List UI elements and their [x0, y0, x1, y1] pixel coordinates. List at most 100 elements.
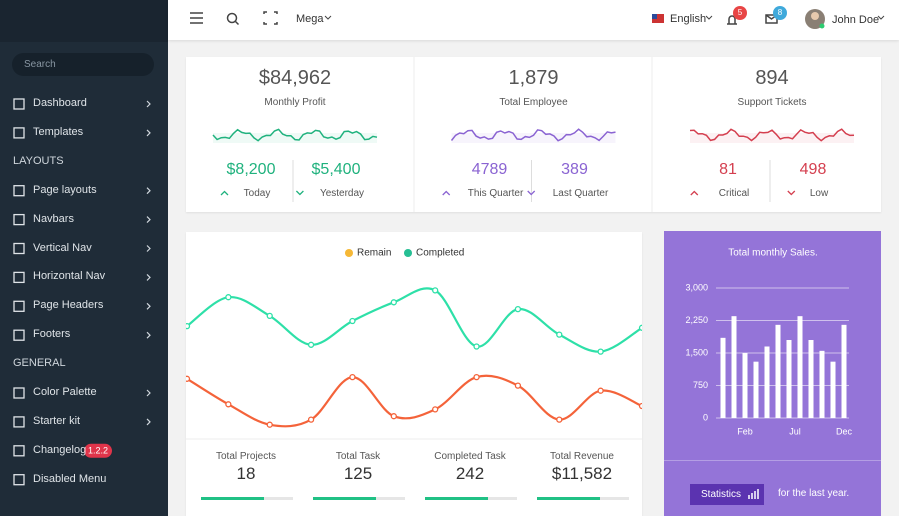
menu-item[interactable]: Starter kit	[33, 414, 81, 427]
notification-count: 5	[737, 8, 743, 17]
sub-label: Today	[243, 188, 271, 199]
bar	[808, 340, 814, 418]
total-value: $11,582	[551, 464, 613, 483]
sub-value: 4789	[471, 161, 508, 178]
sub-label: Low	[809, 188, 829, 199]
menu-icon	[13, 127, 25, 139]
menu-item[interactable]: Page Headers	[33, 299, 104, 312]
menu-item[interactable]: Disabled Menu	[33, 472, 107, 485]
data-point	[307, 341, 315, 348]
stat-label: Total Employee	[499, 97, 568, 108]
stats-icon	[748, 489, 759, 499]
x-tick-label: Dec	[836, 426, 853, 436]
language[interactable]: English	[670, 13, 707, 25]
stats-card: $84,962 Monthly Profit $8,200 Today $5,400 Ye…	[186, 57, 881, 212]
y-tick-label: 750	[693, 380, 708, 390]
chevron	[146, 331, 151, 339]
search-box[interactable]: Search	[12, 53, 154, 76]
data-point	[556, 416, 563, 423]
stat-label: Monthly Profit	[264, 97, 326, 108]
menu-item[interactable]: Color Palette	[33, 386, 97, 398]
data-point	[349, 317, 356, 325]
data-point	[390, 413, 397, 420]
menu-item[interactable]: Footers	[33, 328, 71, 341]
menu-icon	[13, 185, 25, 197]
menu-item[interactable]: Templates	[33, 125, 84, 138]
bar	[797, 316, 803, 418]
progress-fill	[313, 497, 376, 500]
menu-heading: GENERAL	[13, 357, 66, 370]
user-name[interactable]: John Doe	[832, 14, 880, 26]
topbar-icons	[190, 6, 885, 29]
total-label: Completed Task	[434, 451, 506, 462]
fullscreen-icon[interactable]	[263, 11, 278, 25]
menu-icon	[13, 300, 25, 312]
data-point	[225, 401, 232, 408]
bar	[830, 361, 836, 418]
y-tick-label: 0	[703, 412, 708, 422]
search-placeholder: Search	[24, 59, 56, 70]
legend-swatch	[345, 249, 353, 257]
down-arrow	[787, 190, 796, 196]
sub-label: Last Quarter	[552, 188, 609, 199]
menu-icon	[13, 445, 25, 457]
bar	[753, 361, 759, 418]
menu-item[interactable]: Page layouts	[33, 183, 97, 196]
up-arrow	[220, 190, 229, 196]
total-label: Total Revenue	[550, 451, 614, 462]
data-point	[473, 373, 480, 381]
menu-item[interactable]: Changelog	[33, 443, 87, 456]
sub-label: This Quarter	[467, 188, 524, 199]
mega-menu[interactable]: Mega	[296, 13, 324, 25]
y-tick-label: 2,250	[685, 315, 708, 325]
stats-decoration	[212, 57, 855, 212]
menu-heading: LAYOUTS	[13, 154, 64, 167]
statistics-button[interactable]: Statistics	[690, 484, 764, 505]
menu-icon[interactable]	[190, 12, 203, 24]
sparkline	[450, 128, 616, 142]
data-point	[390, 299, 397, 306]
data-point	[514, 305, 522, 313]
footer-text: for the last year.	[778, 488, 850, 499]
menu-item[interactable]: Navbars	[33, 212, 74, 225]
chevron	[146, 187, 151, 195]
data-point	[186, 375, 191, 382]
menu-item[interactable]: Dashboard	[33, 97, 87, 109]
flag	[652, 14, 664, 23]
progress-fill	[201, 497, 264, 500]
bar	[786, 340, 792, 418]
legend-swatch	[404, 249, 412, 257]
data-point	[514, 382, 522, 389]
y-tick-label: 3,000	[685, 282, 708, 292]
line-series	[186, 374, 642, 428]
total-value: 18	[236, 464, 256, 483]
data-point	[432, 287, 439, 294]
sub-value: $8,200	[226, 161, 276, 178]
data-point	[225, 294, 232, 301]
data-point	[473, 343, 480, 350]
up-arrow	[442, 190, 451, 196]
sparkline-area	[213, 133, 377, 143]
logo-area	[0, 0, 168, 42]
sub-value: 389	[561, 161, 588, 178]
stat-label: Support Tickets	[737, 97, 807, 108]
search-icon[interactable]	[226, 12, 238, 24]
total-label: Total Task	[335, 451, 381, 462]
menu-icon	[13, 242, 25, 255]
stat-value: 1,879	[508, 67, 559, 89]
menu-item[interactable]: Vertical Nav	[33, 241, 92, 254]
data-point	[266, 421, 273, 428]
data-point	[597, 387, 604, 394]
sidebar: Search 1.2.2 Dashboard Templates LAYOUTS Pa…	[0, 0, 168, 516]
button-label: Statistics	[701, 489, 742, 500]
data-point	[186, 322, 191, 330]
sub-value: 81	[719, 161, 737, 178]
topbar: Mega English 5 8 John Doe	[168, 0, 899, 40]
bell-icon[interactable]	[727, 15, 737, 25]
data-point	[307, 416, 315, 423]
chevron	[146, 302, 151, 310]
menu-item[interactable]: Horizontal Nav	[33, 270, 106, 283]
message-badge	[773, 6, 787, 20]
badge	[84, 443, 112, 458]
chevron	[146, 389, 151, 397]
